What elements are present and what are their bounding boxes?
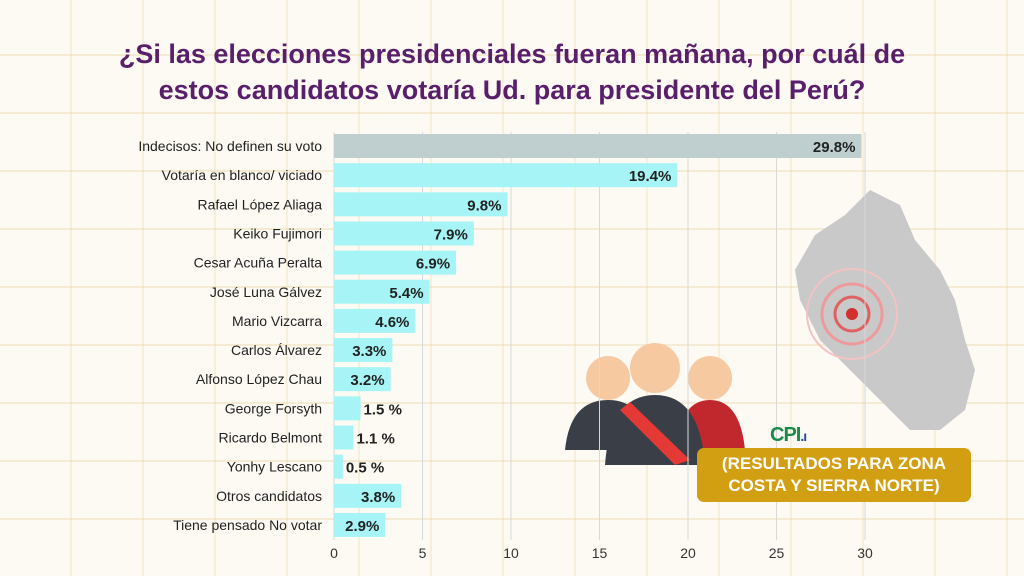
data-label: 19.4%	[629, 168, 672, 185]
data-label: 9.8%	[467, 197, 501, 214]
category-label: Carlos Álvarez	[231, 342, 322, 358]
data-label: 4.6%	[375, 314, 409, 331]
category-label: Mario Vizcarra	[232, 313, 322, 329]
data-label: 7.9%	[434, 226, 468, 243]
x-tick-label: 10	[503, 545, 519, 561]
data-label: 29.8%	[813, 139, 856, 156]
bar	[334, 250, 457, 275]
category-label: Cesar Acuña Peralta	[194, 255, 323, 271]
bar	[334, 396, 361, 421]
bar	[334, 192, 508, 217]
title-line-2: estos candidatos votaría Ud. para presid…	[158, 75, 866, 105]
peru-map	[795, 190, 975, 430]
category-label: Otros candidatos	[216, 488, 322, 504]
category-label: Indecisos: No definen su voto	[138, 138, 322, 154]
bar	[334, 279, 430, 304]
data-label: 1.5 %	[364, 401, 402, 418]
category-label: Rafael López Aliaga	[197, 196, 322, 212]
bar	[334, 338, 393, 363]
data-label: 5.4%	[389, 285, 423, 302]
bar	[334, 425, 354, 450]
category-label: Alfonso López Chau	[196, 371, 322, 387]
chart-title: ¿Si las elecciones presidenciales fueran…	[0, 36, 1024, 108]
category-label: Ricardo Belmont	[219, 430, 323, 446]
data-label: 3.2%	[350, 372, 384, 389]
data-label: 6.9%	[416, 256, 450, 273]
bar	[334, 512, 386, 537]
x-tick-label: 20	[680, 545, 696, 561]
bar	[334, 134, 862, 158]
category-label: Keiko Fujimori	[233, 225, 322, 241]
data-label: 2.9%	[345, 518, 379, 535]
data-label: 3.8%	[361, 489, 395, 506]
results-note: (RESULTADOS PARA ZONA COSTA Y SIERRA NOR…	[697, 448, 971, 502]
data-label: 0.5 %	[346, 460, 384, 477]
x-tick-label: 0	[330, 545, 338, 561]
bar	[334, 163, 678, 188]
bar	[334, 308, 416, 333]
category-label: Yonhy Lescano	[227, 459, 322, 475]
x-tick-label: 15	[592, 545, 608, 561]
category-label: George Forsyth	[225, 400, 322, 416]
bar	[334, 367, 391, 392]
data-label: 1.1 %	[356, 431, 394, 448]
cpi-logo: CPI.ı	[770, 424, 807, 446]
bar	[334, 221, 474, 246]
category-label: Votaría en blanco/ viciado	[162, 167, 323, 183]
note-line-2: COSTA Y SIERRA NORTE)	[728, 476, 940, 495]
category-label: Tiene pensado No votar	[173, 517, 322, 533]
bar	[334, 483, 402, 508]
x-tick-label: 30	[857, 545, 873, 561]
title-line-1: ¿Si las elecciones presidenciales fueran…	[118, 39, 906, 69]
data-label: 3.3%	[352, 343, 386, 360]
x-tick-label: 25	[769, 545, 785, 561]
candidates-illustration	[565, 343, 745, 465]
note-line-1: (RESULTADOS PARA ZONA	[721, 454, 947, 473]
bar	[334, 454, 343, 479]
x-tick-label: 5	[419, 545, 427, 561]
category-label: José Luna Gálvez	[210, 284, 322, 300]
